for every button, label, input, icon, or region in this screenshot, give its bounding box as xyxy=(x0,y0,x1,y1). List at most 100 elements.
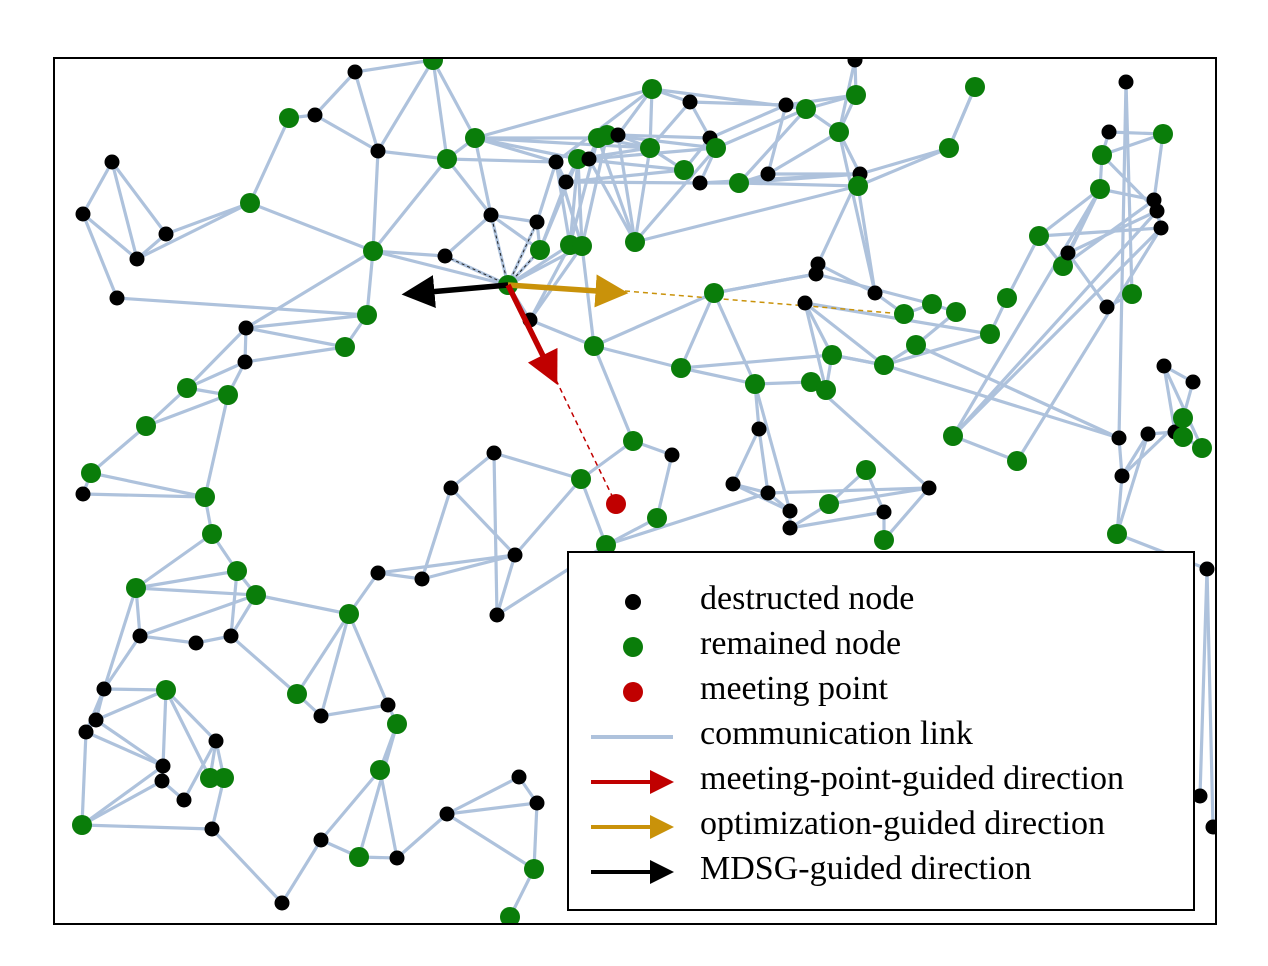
communication-link xyxy=(532,802,539,870)
remained-node xyxy=(642,79,662,99)
remained-node xyxy=(1053,256,1073,276)
direction-arrows xyxy=(401,274,629,385)
remained-node xyxy=(1090,179,1110,199)
remained-node xyxy=(671,358,691,378)
remained-node xyxy=(1092,145,1112,165)
communication-link xyxy=(680,353,833,370)
plot-frame xyxy=(53,57,1217,925)
communication-link xyxy=(731,428,761,485)
communication-links xyxy=(80,58,1215,918)
communication-link xyxy=(443,213,493,258)
remained-node xyxy=(745,374,765,394)
destructed-node xyxy=(347,64,363,80)
communication-link xyxy=(859,146,950,176)
destructed-node xyxy=(558,174,574,190)
communication-link xyxy=(81,161,114,215)
destructed-node xyxy=(188,635,204,651)
communication-link xyxy=(1015,227,1163,462)
destructed-node xyxy=(204,821,220,837)
destructed-node xyxy=(223,628,239,644)
communication-link xyxy=(446,801,538,816)
communication-link xyxy=(446,775,520,816)
remained-node xyxy=(729,173,749,193)
communication-link xyxy=(446,812,535,871)
destructed-node xyxy=(313,708,329,724)
communication-link xyxy=(371,150,380,252)
communication-link xyxy=(1120,433,1150,477)
destructed-node xyxy=(1153,220,1169,236)
remained-node xyxy=(572,236,592,256)
destructed-node xyxy=(1199,561,1215,577)
destructed-node xyxy=(1185,374,1201,390)
communication-link xyxy=(538,158,580,251)
communication-link xyxy=(446,157,557,164)
remained-node xyxy=(846,85,866,105)
communication-link xyxy=(372,249,509,287)
communication-link xyxy=(229,634,299,696)
remained-node xyxy=(1192,438,1212,458)
neighbor-dashed-2 xyxy=(490,214,509,286)
remained-node xyxy=(906,335,926,355)
communication-link xyxy=(313,70,357,117)
communication-link xyxy=(474,87,653,140)
destructed-node xyxy=(1149,203,1165,219)
communication-link xyxy=(395,812,449,860)
communication-link xyxy=(757,428,770,494)
communication-link xyxy=(139,593,257,638)
communication-link xyxy=(245,249,374,330)
legend-destructed-label: destructed node xyxy=(700,580,914,617)
remained-node xyxy=(72,815,92,835)
communication-link xyxy=(420,487,453,580)
remained-node xyxy=(1107,524,1127,544)
destructed-node xyxy=(489,607,505,623)
destructed-node xyxy=(208,733,224,749)
communication-link xyxy=(164,689,212,779)
remained-node xyxy=(349,847,369,867)
communication-link xyxy=(789,510,885,530)
destructed-node xyxy=(414,571,430,587)
communication-link xyxy=(490,213,541,252)
communication-link xyxy=(837,131,877,294)
remained-node xyxy=(922,294,942,314)
communication-link xyxy=(421,553,516,581)
destructed-node xyxy=(238,320,254,336)
communication-link xyxy=(713,272,817,295)
communication-link xyxy=(1038,187,1101,238)
communication-link xyxy=(506,221,539,286)
destructed-node xyxy=(176,792,192,808)
communication-link xyxy=(81,823,213,831)
communication-link xyxy=(1162,365,1204,449)
destructed-node xyxy=(155,758,171,774)
communication-link xyxy=(528,244,572,321)
communication-link xyxy=(1162,365,1177,433)
remained-node xyxy=(796,99,816,119)
communication-link xyxy=(376,59,435,152)
destructed-node xyxy=(867,285,883,301)
destructed-node xyxy=(129,251,145,267)
remained-node xyxy=(465,128,485,148)
legend: destructed node remained node meeting po… xyxy=(567,551,1195,911)
communication-link xyxy=(605,491,769,547)
communication-link xyxy=(513,477,583,557)
destructed-node xyxy=(810,256,826,272)
remained-node xyxy=(848,176,868,196)
communication-link xyxy=(883,332,991,367)
communication-link xyxy=(210,827,284,905)
communication-link xyxy=(679,292,716,369)
remained-node xyxy=(571,469,591,489)
communication-link xyxy=(803,302,828,391)
remained-node xyxy=(625,232,645,252)
communication-link xyxy=(81,213,119,299)
communication-link xyxy=(80,731,88,826)
remained-node xyxy=(822,345,842,365)
communication-link xyxy=(378,769,399,859)
remained-node xyxy=(568,149,588,169)
communication-link xyxy=(116,296,368,317)
remained-node xyxy=(943,426,963,446)
remained-node xyxy=(1029,226,1049,246)
communication-link xyxy=(353,71,380,152)
legend-optimization-dir-label: optimization-guided direction xyxy=(700,805,1105,842)
legend-remained-marker xyxy=(623,637,643,657)
destructed-node xyxy=(1101,124,1117,140)
communication-link xyxy=(102,635,142,690)
